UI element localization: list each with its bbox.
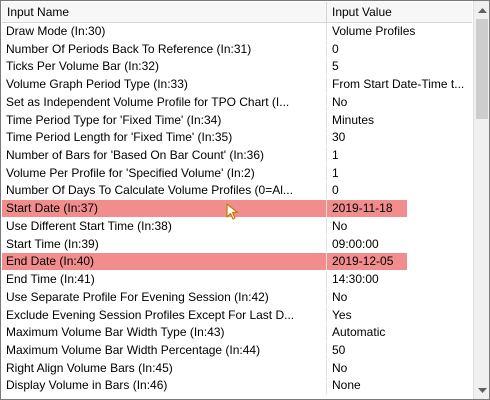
input-name-cell[interactable]: Maximum Volume Bar Width Percentage (In:… [2, 341, 327, 359]
input-name-cell[interactable]: End Time (In:41) [2, 271, 327, 288]
table-row[interactable]: Display Volume in Bars (In:46) None [2, 377, 472, 396]
table-row[interactable]: Number of Bars for 'Based On Bar Count' … [2, 147, 472, 165]
table-row[interactable]: Time Period Type for 'Fixed Time' (In:34… [2, 111, 472, 130]
table-row[interactable]: Maximum Volume Bar Width Type (In:43) Aut… [2, 324, 472, 342]
input-value-cell[interactable]: 30 [332, 130, 346, 145]
input-name-cell[interactable]: Maximum Volume Bar Width Type (In:43) [2, 324, 327, 341]
table-row[interactable]: Volume Graph Period Type (In:33) From Sta… [2, 76, 472, 94]
input-name-cell[interactable]: Start Date (In:37) [2, 200, 327, 217]
vertical-scrollbar[interactable] [473, 1, 489, 399]
input-value-cell[interactable]: 50 [332, 342, 346, 357]
table-row[interactable]: End Date (In:40) 2019-12-05 [2, 253, 472, 272]
table-row[interactable]: Start Time (In:39) 09:00:00 [2, 235, 472, 254]
input-value-cell[interactable]: Yes [332, 307, 352, 322]
table-row[interactable]: Exclude Evening Session Profiles Except … [2, 306, 472, 325]
mouse-pointer-icon [226, 203, 239, 220]
input-value-cell[interactable]: Automatic [332, 325, 386, 340]
input-value-cell[interactable]: 09:00:00 [332, 236, 379, 251]
input-value-cell[interactable]: Volume Profiles [332, 24, 416, 38]
input-value-cell[interactable]: No [332, 360, 348, 375]
input-value-cell[interactable]: 1 [332, 165, 339, 180]
input-name-cell[interactable]: End Date (In:40) [2, 253, 327, 271]
input-value-cell[interactable]: 0 [332, 41, 339, 56]
grid-header: Input Name Input Value [2, 2, 472, 23]
input-name-cell[interactable]: Draw Mode (In:30) [2, 23, 327, 40]
triangle-up-icon [477, 7, 487, 13]
table-row[interactable]: Set as Independent Volume Profile for TP… [2, 93, 472, 112]
input-value-cell[interactable]: 1 [332, 148, 339, 163]
input-name-cell[interactable]: Time Period Length for 'Fixed Time' (In:… [2, 129, 327, 147]
input-value-cell[interactable]: 2019-12-05 [327, 253, 407, 271]
input-name-cell[interactable]: Volume Per Profile for 'Specified Volume… [2, 164, 327, 182]
input-value-cell[interactable]: Minutes [332, 112, 375, 127]
input-name-cell[interactable]: Time Period Type for 'Fixed Time' (In:34… [2, 111, 327, 129]
triangle-down-icon [477, 387, 487, 393]
column-header-input-name[interactable]: Input Name [2, 2, 327, 22]
inputs-grid: Input Name Input Value Draw Mode (In:30)… [2, 2, 472, 398]
input-name-cell[interactable]: Number Of Days To Calculate Volume Profi… [2, 182, 327, 200]
table-row[interactable]: Number Of Days To Calculate Volume Profi… [2, 182, 472, 201]
input-name-cell[interactable]: Use Different Start Time (In:38) [2, 217, 327, 235]
table-row[interactable]: End Time (In:41) 14:30:00 [2, 271, 472, 289]
input-value-cell[interactable]: 14:30:00 [332, 272, 379, 287]
input-value-cell[interactable]: 0 [332, 183, 339, 198]
input-value-cell[interactable]: From Start Date-Time t... [332, 77, 465, 92]
table-row[interactable]: Use Different Start Time (In:38) No [2, 217, 472, 236]
scroll-up-button[interactable] [474, 1, 489, 18]
table-row[interactable]: Right Align Volume Bars (In:45) No [2, 359, 472, 378]
input-name-cell[interactable]: Ticks Per Volume Bar (In:32) [2, 58, 327, 76]
table-row[interactable]: Time Period Length for 'Fixed Time' (In:… [2, 129, 472, 148]
input-name-cell[interactable]: Exclude Evening Session Profiles Except … [2, 306, 327, 324]
input-name-cell[interactable]: Start Time (In:39) [2, 235, 327, 253]
table-row[interactable]: Start Date (In:37) 2019-11-18 [2, 200, 472, 218]
table-row[interactable]: Maximum Volume Bar Width Percentage (In:… [2, 341, 472, 360]
table-row[interactable]: Draw Mode (In:30) Volume Profiles [2, 23, 472, 41]
input-name-cell[interactable]: Number Of Periods Back To Reference (In:… [2, 40, 327, 58]
row-spacer [407, 200, 472, 217]
column-header-input-value[interactable]: Input Value [332, 5, 392, 19]
input-value-cell[interactable]: No [332, 289, 348, 304]
grid-rows: Draw Mode (In:30) Volume Profiles Number O… [2, 23, 472, 396]
input-name-cell[interactable]: Use Separate Profile For Evening Session… [2, 288, 327, 306]
input-name-cell[interactable]: Right Align Volume Bars (In:45) [2, 359, 327, 377]
table-row[interactable]: Volume Per Profile for 'Specified Volume… [2, 164, 472, 183]
table-row[interactable]: Ticks Per Volume Bar (In:32) 5 [2, 58, 472, 77]
row-spacer [407, 253, 472, 271]
input-name-cell[interactable]: Volume Graph Period Type (In:33) [2, 76, 327, 93]
input-name-cell[interactable]: Set as Independent Volume Profile for TP… [2, 93, 327, 111]
input-name-cell[interactable]: Number of Bars for 'Based On Bar Count' … [2, 147, 327, 164]
scroll-down-button[interactable] [474, 382, 489, 399]
input-name-cell[interactable]: Display Volume in Bars (In:46) [2, 377, 327, 395]
input-value-cell[interactable]: No [332, 94, 348, 109]
input-value-cell[interactable]: None [332, 378, 361, 393]
table-row[interactable]: Number Of Periods Back To Reference (In:… [2, 40, 472, 59]
input-value-cell[interactable]: No [332, 218, 348, 233]
input-value-cell[interactable]: 5 [332, 59, 339, 74]
scroll-thumb[interactable] [476, 19, 488, 119]
input-value-cell[interactable]: 2019-11-18 [327, 200, 407, 217]
table-row[interactable]: Use Separate Profile For Evening Session… [2, 288, 472, 307]
